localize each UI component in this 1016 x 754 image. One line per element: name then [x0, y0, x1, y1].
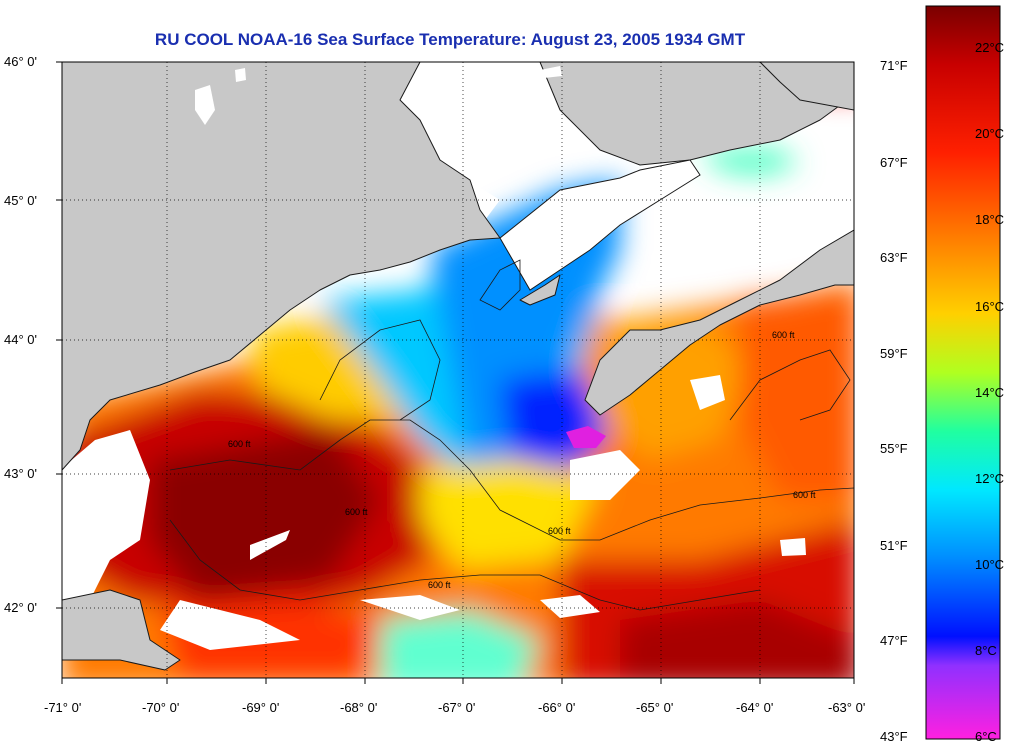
graticule [62, 62, 854, 678]
lon-label: -69° 0' [242, 700, 280, 715]
celsius-label: 22°C [975, 40, 1005, 55]
map-title: RU COOL NOAA-16 Sea Surface Temperature:… [154, 30, 746, 49]
land [62, 62, 854, 671]
fahrenheit-label: 71°F [880, 58, 908, 73]
celsius-label: 8°C [975, 643, 997, 658]
celsius-label: 12°C [975, 471, 1005, 486]
celsius-label: 10°C [975, 557, 1005, 572]
fahrenheit-label: 59°F [880, 346, 908, 361]
lat-label: 42° 0' [4, 600, 37, 615]
contour-label: 600 ft [345, 507, 368, 517]
fahrenheit-label: 51°F [880, 538, 908, 553]
lat-label: 45° 0' [4, 193, 37, 208]
lon-label: -65° 0' [636, 700, 674, 715]
contour-label: 600 ft [772, 330, 795, 340]
lon-label: -63° 0' [828, 700, 866, 715]
lon-label: -68° 0' [340, 700, 378, 715]
celsius-label: 16°C [975, 299, 1005, 314]
bay-of-fundy [499, 159, 701, 291]
fahrenheit-label: 47°F [880, 633, 908, 648]
map-frame [61, 61, 855, 679]
fahrenheit-label: 55°F [880, 441, 908, 456]
cold-anomaly-patch [566, 426, 606, 448]
contour-label: 600 ft [793, 490, 816, 500]
lon-label: -64° 0' [736, 700, 774, 715]
contour-labels: 600 ft 600 ft 600 ft 600 ft 600 ft 600 f… [228, 330, 816, 590]
lon-label: -70° 0' [142, 700, 180, 715]
lon-label: -67° 0' [438, 700, 476, 715]
lat-label: 46° 0' [4, 54, 37, 69]
fahrenheit-label: 43°F [880, 729, 908, 744]
lat-label: 44° 0' [4, 332, 37, 347]
axis-ticks [56, 61, 855, 684]
contour-label: 600 ft [228, 439, 251, 449]
map-area: 600 ft 600 ft 600 ft 600 ft 600 ft 600 f… [62, 62, 854, 678]
lakes [195, 66, 562, 125]
celsius-label: 14°C [975, 385, 1005, 400]
celsius-label: 18°C [975, 212, 1005, 227]
lon-label: -66° 0' [538, 700, 576, 715]
lon-label: -71° 0' [44, 700, 82, 715]
celsius-label: 20°C [975, 126, 1005, 141]
fahrenheit-label: 63°F [880, 250, 908, 265]
fahrenheit-label: 67°F [880, 155, 908, 170]
celsius-label: 6°C [975, 729, 997, 744]
contour-label: 600 ft [548, 526, 571, 536]
contour-label: 600 ft [428, 580, 451, 590]
lat-label: 43° 0' [4, 466, 37, 481]
colorbar [925, 5, 1001, 740]
